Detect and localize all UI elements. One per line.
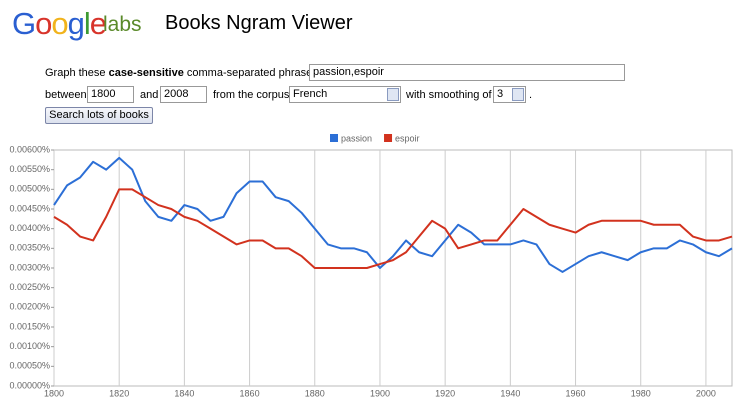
search-button[interactable]: Search lots of books bbox=[45, 107, 153, 124]
text: Graph these bbox=[45, 67, 106, 79]
label: between bbox=[45, 89, 87, 101]
y-tick-label: 0.00400% bbox=[9, 223, 50, 233]
series-line bbox=[53, 188, 733, 269]
y-tick-label: 0.00100% bbox=[9, 341, 50, 351]
y-tick-label: 0.00500% bbox=[9, 184, 50, 194]
y-tick-label: 0.00450% bbox=[9, 203, 50, 213]
y-tick-label: 0.00050% bbox=[9, 361, 50, 371]
y-tick-label: 0.00150% bbox=[9, 321, 50, 331]
series-line bbox=[53, 156, 733, 273]
label: from the corpus bbox=[213, 89, 290, 101]
x-tick-label: 1920 bbox=[435, 388, 455, 398]
y-tick-label: 0.00000% bbox=[9, 380, 50, 390]
corpus-select[interactable]: French bbox=[289, 86, 401, 103]
x-tick-label: 1980 bbox=[631, 388, 651, 398]
x-tick-label: 1840 bbox=[174, 388, 194, 398]
logo-labs: labs bbox=[103, 13, 142, 36]
x-tick-label: 1820 bbox=[109, 388, 129, 398]
smoothing-select[interactable]: 3 bbox=[493, 86, 526, 103]
x-tick-label: 1900 bbox=[370, 388, 390, 398]
graph-label: Graph these case-sensitive comma-separat… bbox=[45, 67, 321, 79]
legend-swatch bbox=[330, 134, 338, 142]
x-tick-label: 2000 bbox=[696, 388, 716, 398]
legend-label: passion bbox=[341, 133, 372, 143]
y-tick-label: 0.00600% bbox=[9, 144, 50, 154]
y-tick-label: 0.00300% bbox=[9, 262, 50, 272]
y-tick-label: 0.00550% bbox=[9, 164, 50, 174]
legend-swatch bbox=[384, 134, 393, 142]
y-tick-label: 0.00200% bbox=[9, 302, 50, 312]
page-title: Books Ngram Viewer bbox=[165, 12, 353, 34]
x-tick-label: 1940 bbox=[500, 388, 520, 398]
label: and bbox=[140, 89, 159, 101]
start-year-input[interactable]: 1800 bbox=[87, 86, 134, 103]
y-tick-label: 0.00250% bbox=[9, 282, 50, 292]
logo: Google bbox=[12, 6, 107, 41]
label: . bbox=[529, 89, 533, 101]
end-year-input[interactable]: 2008 bbox=[160, 86, 207, 103]
text: comma-separated phrases: bbox=[186, 67, 321, 79]
x-tick-label: 1880 bbox=[305, 388, 325, 398]
phrases-input[interactable]: passion,espoir bbox=[309, 64, 625, 81]
x-tick-label: 1960 bbox=[566, 388, 586, 398]
legend-label: espoir bbox=[395, 133, 420, 143]
x-tick-label: 1860 bbox=[240, 388, 260, 398]
plot-frame bbox=[53, 149, 733, 387]
label: with smoothing of bbox=[406, 89, 492, 101]
y-tick-label: 0.00350% bbox=[9, 243, 50, 253]
x-tick-label: 1800 bbox=[44, 388, 64, 398]
text: case-sensitive bbox=[108, 67, 184, 79]
